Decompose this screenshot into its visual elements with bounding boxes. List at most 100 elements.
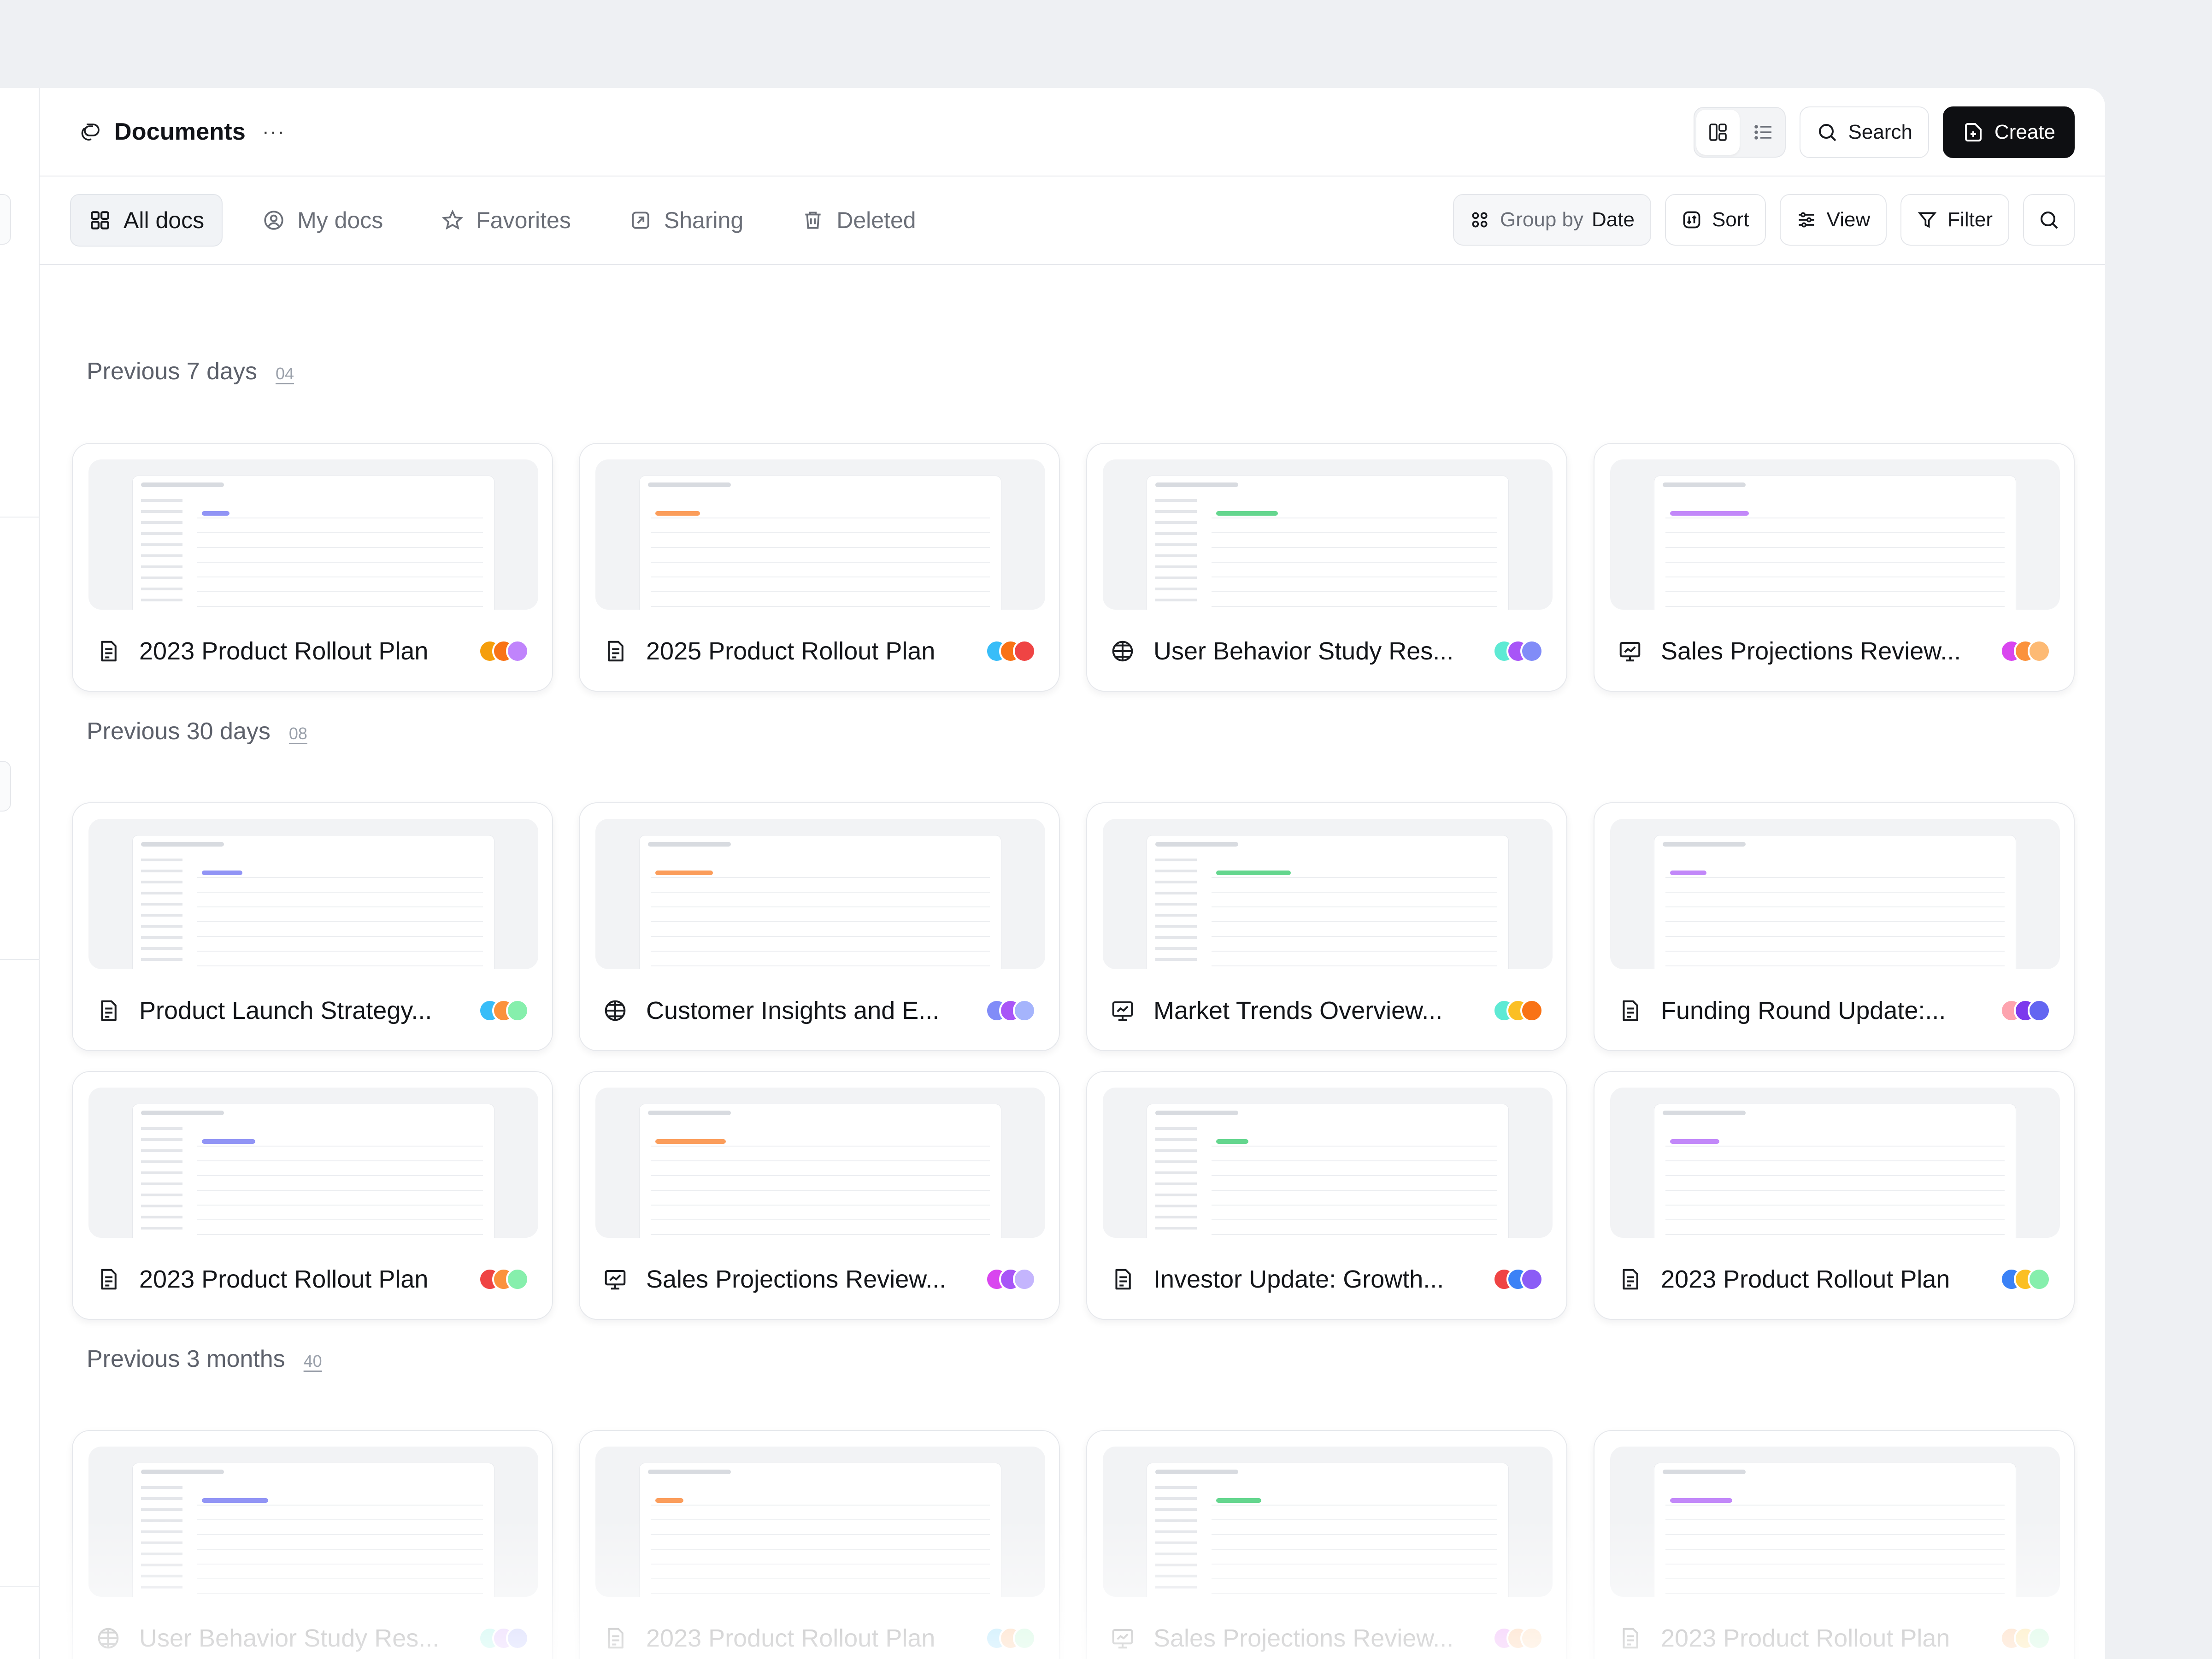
preview-window [640,1104,1001,1238]
section-count[interactable]: 04 [275,364,294,383]
filter-button[interactable]: Filter [1900,194,2009,246]
grid-icon [91,211,109,229]
document-thumbnail [88,819,538,969]
preview-window [640,835,1001,969]
star-icon [442,209,464,230]
document-icon [608,1628,624,1649]
search-docs-button[interactable] [2023,194,2075,246]
preview-accent [202,1498,268,1503]
avatar [1013,1268,1036,1291]
side-panel-button[interactable] [0,194,11,245]
table-icon [98,1628,119,1649]
document-card[interactable]: Investor Update: Growth... [1086,1071,1567,1320]
card-footer: User Behavior Study Res... [1110,633,1543,670]
document-card[interactable]: Funding Round Update:... [1594,802,2075,1051]
card-footer: Customer Insights and E... [603,992,1036,1029]
card-title: Sales Projections Review... [646,1265,947,1293]
preview-titlebar [141,482,224,487]
presentation-icon [1112,1629,1133,1649]
document-card[interactable]: 2025 Product Rollout Plan [579,443,1060,692]
document-card[interactable]: 2023 Product Rollout Plan [1594,1071,2075,1320]
new-document-icon [1965,123,1982,141]
card-footer: 2023 Product Rollout Plan [96,1261,529,1298]
more-options-button[interactable]: ··· [262,120,285,143]
document-card[interactable]: User Behavior Study Res... [1086,443,1567,692]
document-card[interactable]: Product Launch Strategy... [72,802,553,1051]
section-count[interactable]: 08 [288,724,307,743]
search-button[interactable]: Search [1799,106,1929,158]
view-toggle [1693,107,1786,158]
search-label: Search [1848,121,1912,143]
document-thumbnail [1103,459,1553,610]
document-card[interactable]: 2023 Product Rollout Plan [579,1430,1060,1659]
documents-window: Documents ··· [40,88,2105,1659]
tab-all-docs[interactable]: All docs [70,194,223,247]
preview-titlebar [648,1470,731,1474]
document-icon [101,1000,117,1021]
document-card[interactable]: Sales Projections Review... [1086,1430,1567,1659]
preview-accent [655,871,713,875]
avatar [506,1268,529,1291]
tab-deleted[interactable]: Deleted [783,194,934,247]
group-by-prefix: Group by [1500,208,1583,231]
document-thumbnail [1610,1088,2060,1238]
tab-my-docs[interactable]: My docs [244,194,401,247]
group-by-button[interactable]: Group by Date [1453,194,1651,246]
collaborator-avatars [2000,1268,2051,1291]
preview-titlebar [1155,1111,1238,1115]
tab-label: Sharing [664,207,744,233]
table-icon [1112,641,1133,662]
preview-rows [1665,1132,2005,1238]
preview-rows [197,1132,483,1238]
card-footer: Sales Projections Review... [603,1261,1036,1298]
avatar [1520,999,1543,1022]
preview-window [1654,1104,2016,1238]
preview-sidebar [1155,1486,1197,1597]
tab-favorites[interactable]: Favorites [423,194,589,247]
document-icon [101,641,117,662]
card-title: 2023 Product Rollout Plan [1661,1265,1950,1293]
preview-window [1654,476,2016,610]
document-card[interactable]: Customer Insights and E... [579,802,1060,1051]
avatar [2028,1627,2051,1650]
view-button[interactable]: View [1779,194,1887,246]
list-view-button[interactable] [1741,108,1785,157]
sort-button[interactable]: Sort [1665,194,1766,246]
sort-label: Sort [1712,208,1749,231]
preview-sidebar [141,1127,182,1238]
side-panel-button[interactable] [0,761,11,812]
preview-titlebar [141,842,224,847]
preview-rows [197,863,483,969]
document-card[interactable]: 2023 Product Rollout Plan [72,443,553,692]
tab-label: Favorites [476,207,571,233]
grid-view-button[interactable] [1696,110,1740,155]
document-card[interactable]: 2023 Product Rollout Plan [72,1071,553,1320]
document-card[interactable]: 2023 Product Rollout Plan [1594,1430,2075,1659]
document-card[interactable]: Market Trends Overview... [1086,802,1567,1051]
preview-accent [655,1498,683,1503]
document-card[interactable]: User Behavior Study Res... [72,1430,553,1659]
preview-accent [202,871,242,875]
section-count[interactable]: 40 [303,1352,322,1371]
document-card[interactable]: Sales Projections Review... [1594,443,2075,692]
preview-window [1147,835,1508,969]
preview-rows [197,1491,483,1597]
sort-icon [1683,211,1700,229]
document-card[interactable]: Sales Projections Review... [579,1071,1060,1320]
preview-sidebar [141,499,182,610]
section-label: Previous 30 days 08 [87,718,307,745]
preview-sidebar [141,859,182,969]
tab-sharing[interactable]: Sharing [611,194,762,247]
card-title: 2023 Product Rollout Plan [139,637,429,665]
create-button[interactable]: Create [1942,106,2075,158]
filter-icon [1918,212,1937,228]
document-thumbnail [88,1447,538,1597]
preview-window [133,1104,494,1238]
preview-rows [1212,1491,1497,1597]
list-icon [1754,125,1771,140]
collaborator-avatars [2000,999,2051,1022]
collaborator-avatars [1493,640,1543,663]
preview-accent [202,511,229,516]
document-icon [1623,1628,1638,1649]
card-footer: 2025 Product Rollout Plan [603,633,1036,670]
